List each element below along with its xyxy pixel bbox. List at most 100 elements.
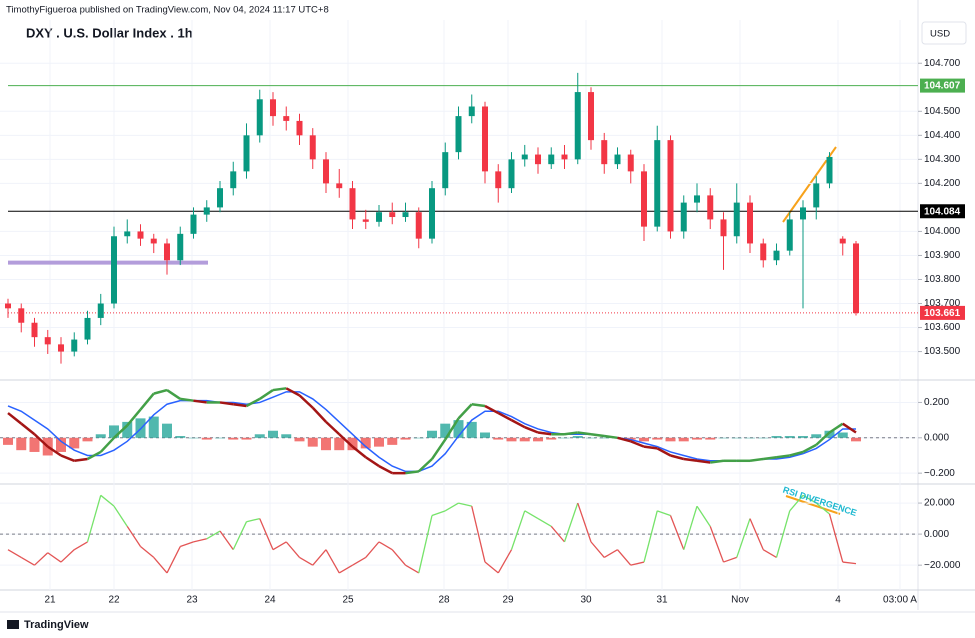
candle-body (243, 135, 250, 172)
histogram-bar (69, 437, 80, 449)
macd-segment (113, 424, 129, 439)
candle-body (707, 195, 714, 220)
histogram-bar (639, 437, 649, 442)
histogram-bar (374, 437, 384, 447)
oscillator-segment (365, 541, 380, 558)
macd-segment (763, 456, 777, 461)
histogram-bar (3, 437, 13, 445)
candle-body (71, 339, 78, 352)
histogram-bar (95, 434, 106, 438)
oscillator-segment (617, 549, 632, 566)
histogram-bar (480, 432, 490, 438)
histogram-bar (824, 430, 835, 438)
oscillator-segment (20, 556, 35, 566)
oscillator-segment (352, 556, 367, 566)
histogram-bar (201, 437, 212, 440)
candle-body (389, 212, 396, 218)
macd-segment (219, 401, 234, 406)
histogram-bar (400, 437, 411, 440)
candle-body (84, 317, 91, 340)
oscillator-segment (736, 518, 751, 558)
candle-body (667, 140, 674, 232)
y-tick-label: −0.200 (924, 468, 955, 479)
divergence-line (785, 495, 841, 515)
macd-segment (405, 470, 419, 475)
y-tick-label: 104.400 (924, 130, 961, 141)
candle-body (415, 212, 422, 239)
histogram-bar (281, 434, 292, 438)
oscillator-segment (630, 561, 645, 566)
histogram-bar (758, 437, 769, 439)
oscillator-segment (285, 541, 300, 558)
candle-body (137, 231, 144, 239)
macd-segment (47, 445, 62, 457)
candle-body (680, 202, 687, 232)
oscillator-segment (657, 510, 671, 517)
histogram-bar (506, 437, 517, 442)
macd-segment (842, 422, 857, 434)
histogram-bar (572, 436, 583, 438)
candle-body (177, 233, 184, 261)
candle-body (468, 106, 475, 117)
oscillator-segment (444, 502, 459, 512)
price-label-box (920, 78, 965, 93)
macd-segment (325, 420, 341, 436)
candle-body (336, 183, 343, 189)
macd-segment (643, 445, 658, 450)
candle-body (349, 188, 356, 220)
oscillator-segment (259, 518, 274, 550)
oscillator-segment (338, 564, 353, 574)
currency-box[interactable] (921, 21, 967, 45)
macd-segment (577, 431, 592, 436)
candle-body (495, 171, 502, 189)
price-label: 104.084 (924, 206, 961, 217)
histogram-bar (798, 436, 808, 438)
oscillator-segment (113, 505, 128, 527)
candle-body (270, 99, 276, 117)
macd-segment (802, 443, 817, 454)
candle-body (44, 337, 51, 345)
candle-body (588, 92, 594, 141)
candle-body (455, 116, 462, 153)
currency[interactable]: USD (930, 29, 950, 40)
candle-body (641, 171, 647, 227)
histogram-bar (678, 437, 689, 442)
oscillator-segment (497, 549, 513, 574)
candle-body (654, 140, 661, 227)
oscillator-segment (815, 502, 830, 515)
histogram-bar (347, 437, 358, 451)
x-tick-label: 4 (835, 595, 841, 606)
candle-body (190, 214, 197, 234)
oscillator-segment (391, 549, 406, 566)
macd-segment (378, 464, 393, 475)
macd-segment (537, 431, 552, 436)
macd-segment (484, 404, 499, 415)
candle-body (548, 154, 555, 165)
oscillator-segment (709, 526, 725, 563)
histogram-bar (29, 437, 40, 452)
x-tick-label: 29 (502, 595, 514, 606)
y-tick-label: 103.800 (924, 274, 961, 285)
oscillator-segment (510, 510, 526, 550)
macd-segment (524, 426, 539, 434)
macd-segment (233, 402, 247, 408)
oscillator-segment (563, 502, 579, 543)
oscillator-segment (73, 541, 88, 551)
histogram-bar (466, 421, 477, 438)
macd-segment (444, 417, 460, 441)
price-label: 103.661 (924, 308, 961, 319)
macd-segment (617, 436, 632, 443)
histogram-bar (625, 437, 636, 440)
oscillator-segment (749, 518, 764, 550)
histogram-bar (771, 436, 782, 438)
oscillator-segment (696, 505, 711, 527)
macd-segment (139, 392, 155, 411)
oscillator-segment (723, 556, 737, 563)
y-tick-label: 20.000 (924, 498, 955, 509)
histogram-bar (811, 434, 822, 438)
histogram-bar (16, 437, 27, 451)
candle-body (429, 188, 435, 239)
histogram-bar (705, 437, 716, 440)
